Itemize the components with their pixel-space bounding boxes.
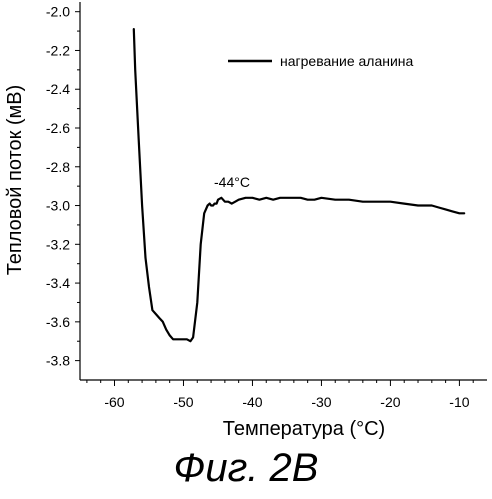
x-tick-label: -20 [380,394,400,410]
series-lines [134,29,464,341]
y-tick-label: -2.0 [46,4,70,20]
annotation-label: -44°C [214,174,250,190]
x-tick-label: -10 [449,394,469,410]
y-tick-label: -3.0 [46,198,70,214]
series-line [134,29,464,341]
y-tick-label: -2.2 [46,42,70,58]
x-tick-label: -40 [242,394,262,410]
y-tick-label: -2.8 [46,159,70,175]
y-tick-label: -3.8 [46,353,70,369]
y-axis-title: Тепловой поток (мВ) [4,85,26,276]
x-tick-label: -60 [104,394,124,410]
y-tick-label: -3.6 [46,314,70,330]
y-tick-label: -2.6 [46,120,70,136]
legend-label: нагревание аланина [280,53,414,69]
x-tick-label: -30 [311,394,331,410]
x-axis-title: Температура (°С) [223,418,385,440]
figure-caption: Фиг. 2В [0,446,492,491]
y-tick-label: -3.4 [46,275,70,291]
legend: нагревание аланина [228,53,414,69]
x-tick-label: -50 [173,394,193,410]
y-tick-label: -2.4 [46,81,70,97]
y-tick-label: -3.2 [46,236,70,252]
